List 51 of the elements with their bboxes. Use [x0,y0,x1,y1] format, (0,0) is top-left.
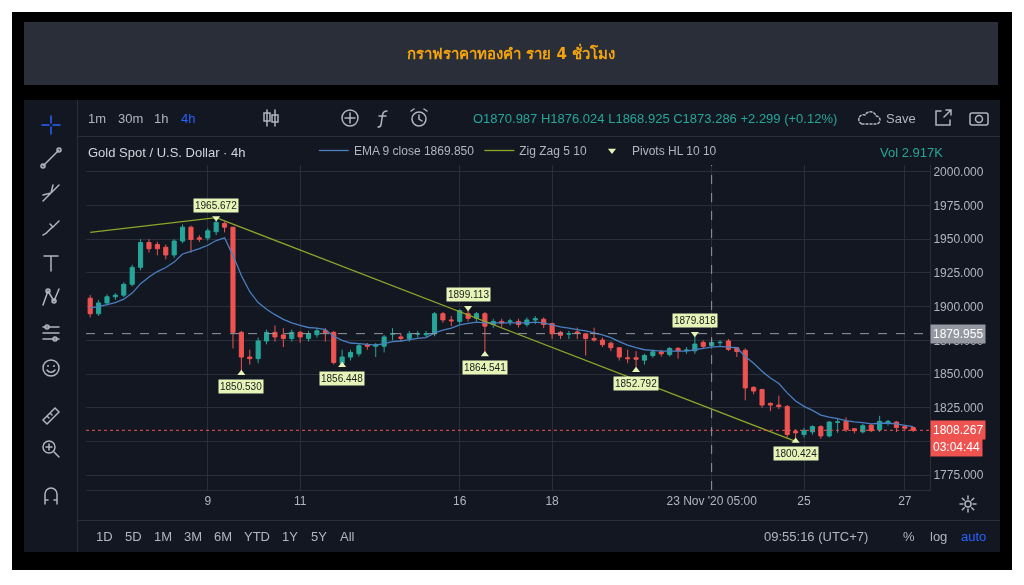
text: 3M [184,529,203,544]
text: Save [886,111,916,126]
text: 1m [88,111,107,126]
x-tick-label: 16 [453,494,467,509]
y-tick-label: 1975.000 [933,198,984,213]
y-tick-label: 2000.000 [933,164,984,179]
data-label: 1852.792 [615,378,658,389]
text: 1h [154,111,169,126]
text: Vol 2.917K [880,145,943,160]
x-tick-label: 27 [898,494,912,509]
data-label: 1965.672 [195,200,238,211]
chart-title: กราฟราคาทองคำ ราย 4 ชั่วโมง [24,22,998,85]
text: % [903,529,915,544]
text: YTD [244,529,270,544]
x-tick-label: 11 [293,494,307,509]
x-tick-label: 9 [204,494,212,509]
legend-label: Zig Zag 5 10 [519,144,587,159]
text: 09:55:16 (UTC+7) [764,529,869,544]
text: 5D [125,529,142,544]
x-tick-label: 23 Nov '20 05:00 [666,494,758,509]
text: 1Y [282,529,298,544]
text: 1M [154,529,173,544]
ref-line-label: 1879.955 [933,327,984,341]
text: log [930,529,948,544]
chart-subtitle: Gold Spot / U.S. Dollar · 4h [88,145,246,160]
text: O1870.987 H1876.024 L1868.925 C1873.286 +2.299 (+0.12%) [473,111,838,126]
text: 4h [181,111,196,126]
x-tick-label: 18 [545,494,560,509]
text: All [340,529,355,544]
data-label: 1850.530 [220,381,263,392]
data-label: 1879.818 [674,315,717,326]
data-label: 1856.448 [321,373,364,384]
data-label: 1899.113 [448,289,490,300]
text: 1D [96,529,113,544]
data-label: 1800.424 [775,448,818,459]
y-tick-label: 1950.000 [933,232,984,247]
text: 03:04:44 [933,440,981,454]
y-tick-label: 1850.000 [933,367,984,382]
data-label: 1864.541 [464,362,507,373]
text: 6M [214,529,233,544]
text: 5Y [311,529,327,544]
y-tick-label: 1900.000 [933,299,984,314]
x-tick-label: 25 [797,494,812,509]
text: 30m [118,111,144,126]
y-tick-label: 1825.000 [933,400,984,415]
y-tick-label: 1925.000 [933,266,984,281]
y-tick-label: 1775.000 [933,468,984,483]
legend-label: Pivots HL 10 10 [631,144,717,159]
ref-line-label: 1808.267 [933,423,984,437]
text: auto [961,529,987,544]
legend-label: EMA 9 close 1869.850 [353,144,475,159]
